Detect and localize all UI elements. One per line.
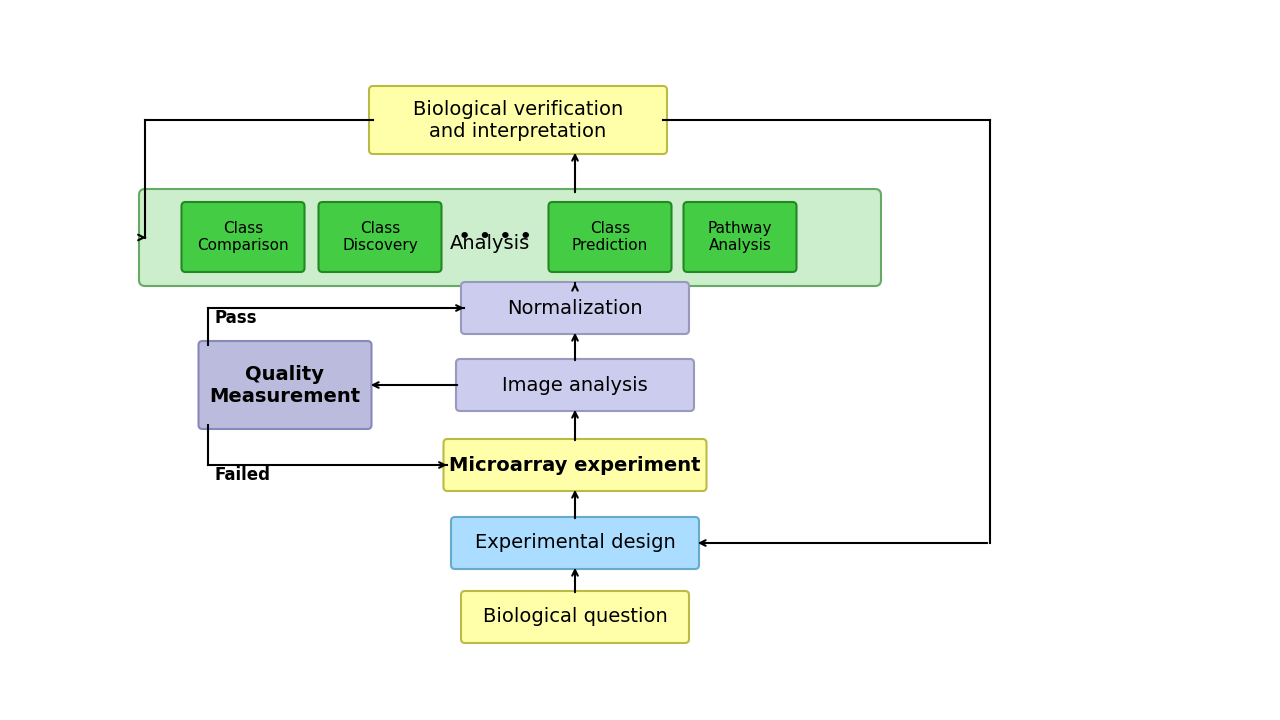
- Text: Experimental design: Experimental design: [475, 534, 676, 552]
- Text: Biological question: Biological question: [483, 608, 667, 626]
- Text: Quality
Measurement: Quality Measurement: [210, 364, 361, 405]
- Text: Class
Prediction: Class Prediction: [572, 221, 648, 253]
- FancyBboxPatch shape: [369, 86, 667, 154]
- FancyBboxPatch shape: [461, 282, 689, 334]
- Text: Image analysis: Image analysis: [502, 376, 648, 395]
- FancyBboxPatch shape: [182, 202, 305, 272]
- FancyBboxPatch shape: [684, 202, 796, 272]
- Text: Class
Discovery: Class Discovery: [342, 221, 417, 253]
- Text: Microarray experiment: Microarray experiment: [449, 456, 700, 474]
- FancyBboxPatch shape: [140, 189, 881, 286]
- FancyBboxPatch shape: [461, 591, 689, 643]
- FancyBboxPatch shape: [451, 517, 699, 569]
- FancyBboxPatch shape: [443, 439, 707, 491]
- Text: Analysis: Analysis: [449, 234, 530, 253]
- Text: Pass: Pass: [215, 309, 257, 327]
- FancyBboxPatch shape: [549, 202, 672, 272]
- Text: Failed: Failed: [215, 466, 271, 484]
- Text: Normalization: Normalization: [507, 299, 643, 318]
- FancyBboxPatch shape: [198, 341, 371, 429]
- FancyBboxPatch shape: [456, 359, 694, 411]
- Text: Biological verification
and interpretation: Biological verification and interpretati…: [413, 99, 623, 140]
- Text: Pathway
Analysis: Pathway Analysis: [708, 221, 772, 253]
- FancyBboxPatch shape: [319, 202, 442, 272]
- Text: • • • •: • • • •: [458, 227, 532, 247]
- Text: Class
Comparison: Class Comparison: [197, 221, 289, 253]
